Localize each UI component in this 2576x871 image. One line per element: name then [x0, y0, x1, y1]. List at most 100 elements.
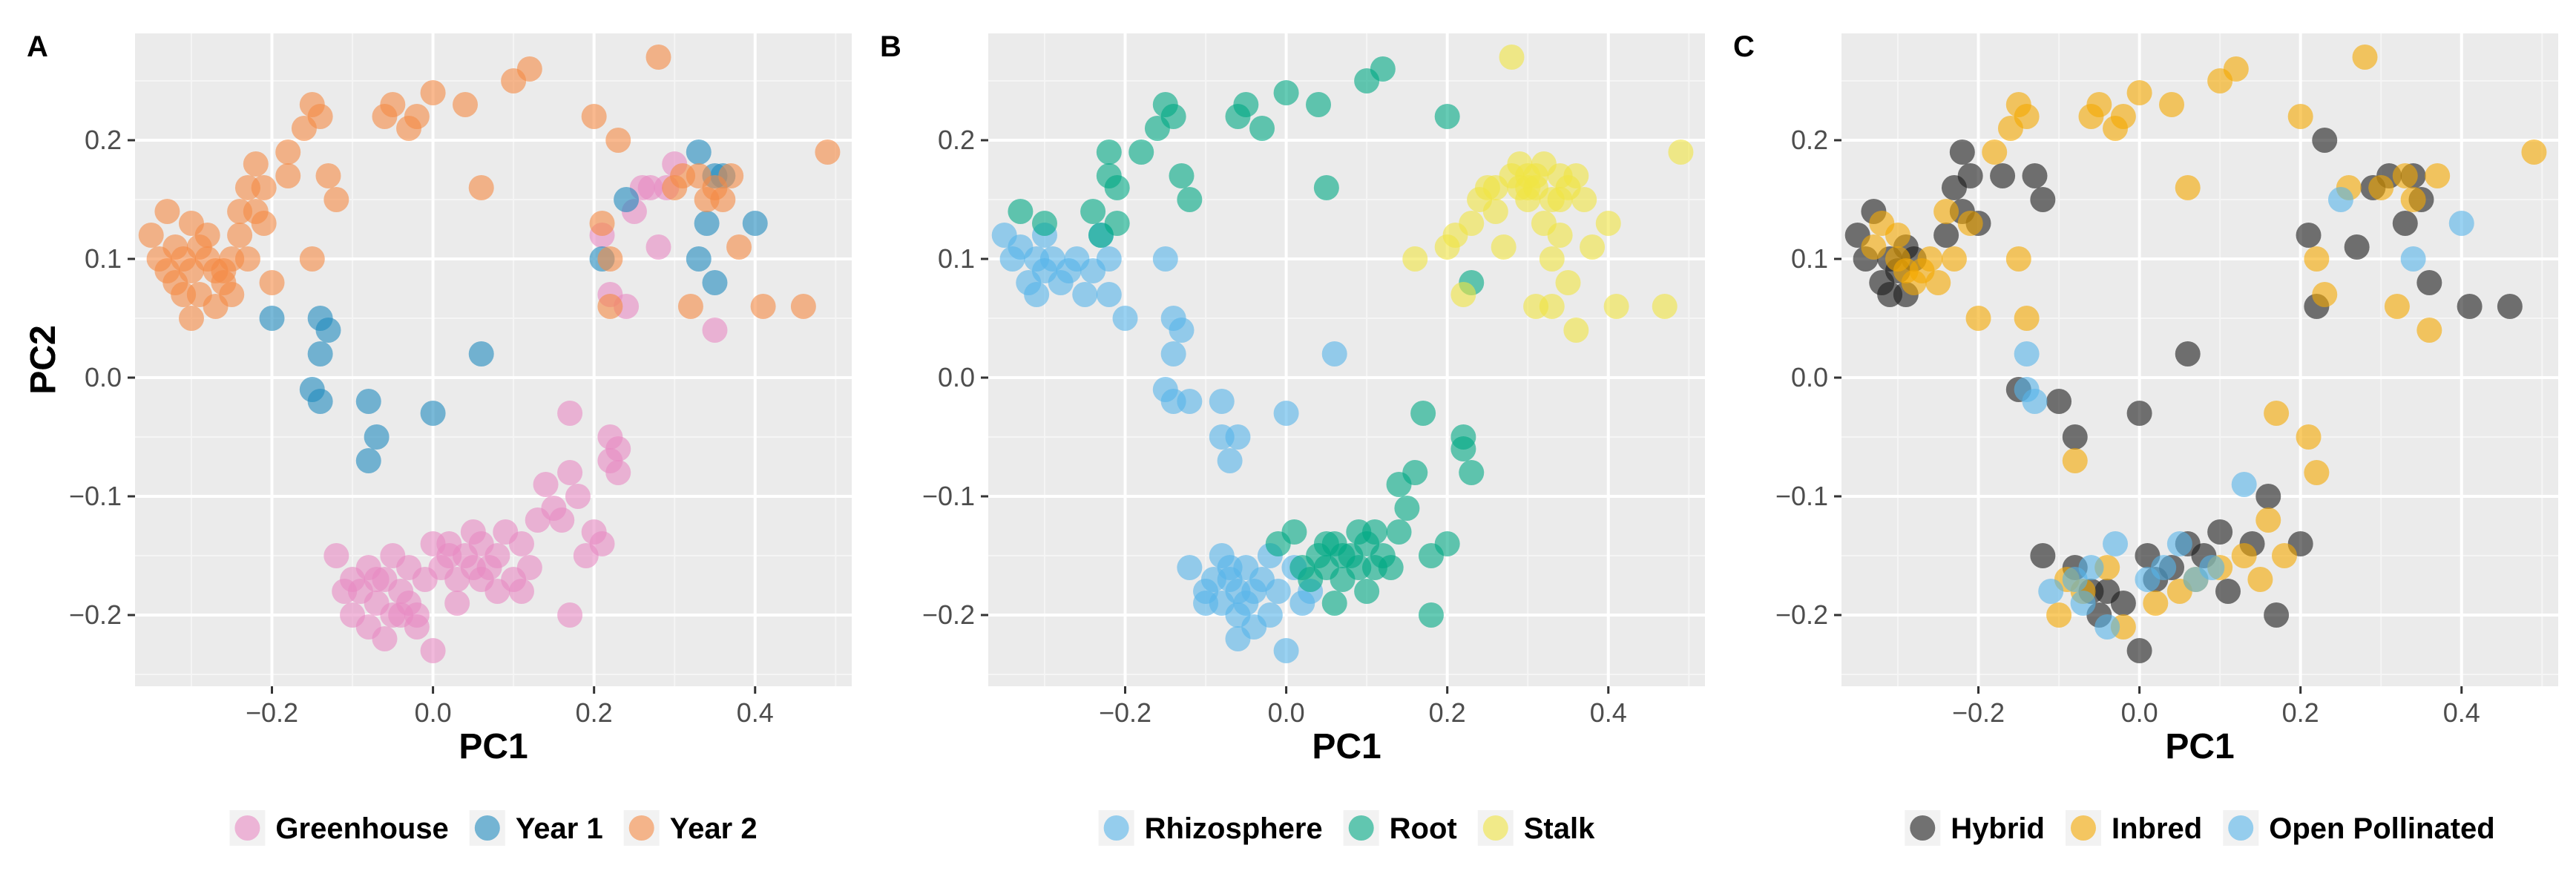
data-point — [549, 507, 575, 533]
data-point — [315, 318, 341, 343]
data-point — [1386, 519, 1412, 545]
data-point — [1595, 211, 1621, 236]
series-year-2 — [138, 45, 841, 331]
data-point — [2448, 211, 2474, 236]
data-point — [1571, 187, 1597, 212]
data-point — [1177, 555, 1203, 580]
data-point — [1346, 519, 1372, 545]
data-point — [1957, 211, 1983, 236]
y-axis-title: PC2 — [24, 325, 63, 394]
data-point — [2062, 448, 2088, 473]
data-point — [1499, 45, 1525, 70]
panel-label: B — [880, 30, 901, 63]
data-point — [2296, 223, 2322, 248]
y-tick-label: −0.2 — [1775, 599, 1828, 630]
data-point — [710, 187, 736, 212]
data-point — [2022, 389, 2048, 414]
data-point — [1885, 223, 1910, 248]
panel-label: A — [27, 30, 48, 63]
legend-label: Hybrid — [1951, 812, 2045, 845]
data-point — [2030, 187, 2056, 212]
data-point — [2014, 341, 2040, 367]
x-tick-label: 0.4 — [1590, 697, 1627, 728]
data-point — [2264, 602, 2290, 628]
data-point — [404, 104, 430, 129]
y-tick-label: 0.0 — [938, 362, 975, 392]
data-point — [227, 223, 253, 248]
data-point — [1434, 531, 1460, 556]
data-point — [1169, 318, 1195, 343]
data-point — [2126, 401, 2152, 426]
data-point — [307, 104, 333, 129]
series-stalk — [1402, 45, 1694, 343]
y-tick-label: 0.2 — [938, 125, 975, 155]
legend-marker — [474, 815, 500, 841]
data-point — [677, 294, 703, 319]
y-axis-title: PC2 — [24, 325, 63, 394]
data-point — [645, 234, 671, 260]
x-axis-title: PC1 — [459, 727, 528, 766]
legend-label: Root — [1390, 812, 1457, 845]
data-point — [2078, 555, 2104, 580]
data-point — [1563, 318, 1589, 343]
data-point — [1603, 294, 1629, 319]
data-point — [702, 318, 728, 343]
data-point — [1104, 211, 1130, 236]
data-point — [243, 151, 269, 177]
data-point — [1515, 175, 1541, 200]
data-point — [211, 258, 237, 283]
data-point — [154, 258, 180, 283]
data-point — [1257, 602, 1283, 628]
data-point — [1450, 436, 1476, 461]
data-point — [2046, 602, 2072, 628]
data-point — [1225, 424, 1251, 450]
data-point — [1941, 246, 1967, 272]
data-point — [742, 211, 768, 236]
data-point — [251, 211, 277, 236]
data-point — [1096, 139, 1122, 165]
data-point — [2344, 234, 2370, 260]
x-tick-label: −0.2 — [1099, 697, 1151, 728]
y-tick-label: −0.2 — [69, 599, 122, 630]
y-axis-title: PC2 — [24, 325, 63, 394]
data-point — [1152, 246, 1178, 272]
data-point — [1024, 282, 1050, 307]
data-point — [275, 163, 301, 188]
data-point — [2126, 80, 2152, 105]
x-tick-label: 0.0 — [415, 697, 452, 728]
legend-marker — [2228, 815, 2254, 841]
data-point — [178, 306, 204, 331]
data-point — [533, 472, 559, 497]
data-point — [307, 341, 333, 367]
data-point — [726, 234, 752, 260]
data-point — [2416, 318, 2442, 343]
x-tick-label: 0.2 — [576, 697, 613, 728]
data-point — [468, 341, 494, 367]
data-point — [1313, 531, 1339, 556]
legend-marker — [234, 815, 260, 841]
data-point — [1402, 246, 1428, 272]
data-point — [1949, 139, 1975, 165]
data-point — [557, 602, 583, 628]
data-point — [1434, 104, 1460, 129]
data-point — [1128, 139, 1154, 165]
data-point — [605, 128, 631, 153]
data-point — [355, 614, 381, 640]
data-point — [2287, 104, 2313, 129]
data-point — [1491, 234, 1517, 260]
data-point — [516, 555, 542, 580]
data-point — [1933, 223, 1959, 248]
data-point — [1580, 234, 1606, 260]
legend-marker — [1348, 815, 1374, 841]
data-point — [355, 389, 381, 414]
data-point — [1249, 116, 1275, 141]
data-point — [2094, 614, 2120, 640]
data-point — [404, 602, 430, 628]
data-point — [2264, 401, 2290, 426]
data-point — [380, 92, 406, 117]
data-point — [1160, 341, 1186, 367]
data-point — [1361, 555, 1387, 580]
data-point — [686, 139, 712, 165]
data-point — [364, 424, 390, 450]
panel-label: C — [1733, 30, 1755, 63]
